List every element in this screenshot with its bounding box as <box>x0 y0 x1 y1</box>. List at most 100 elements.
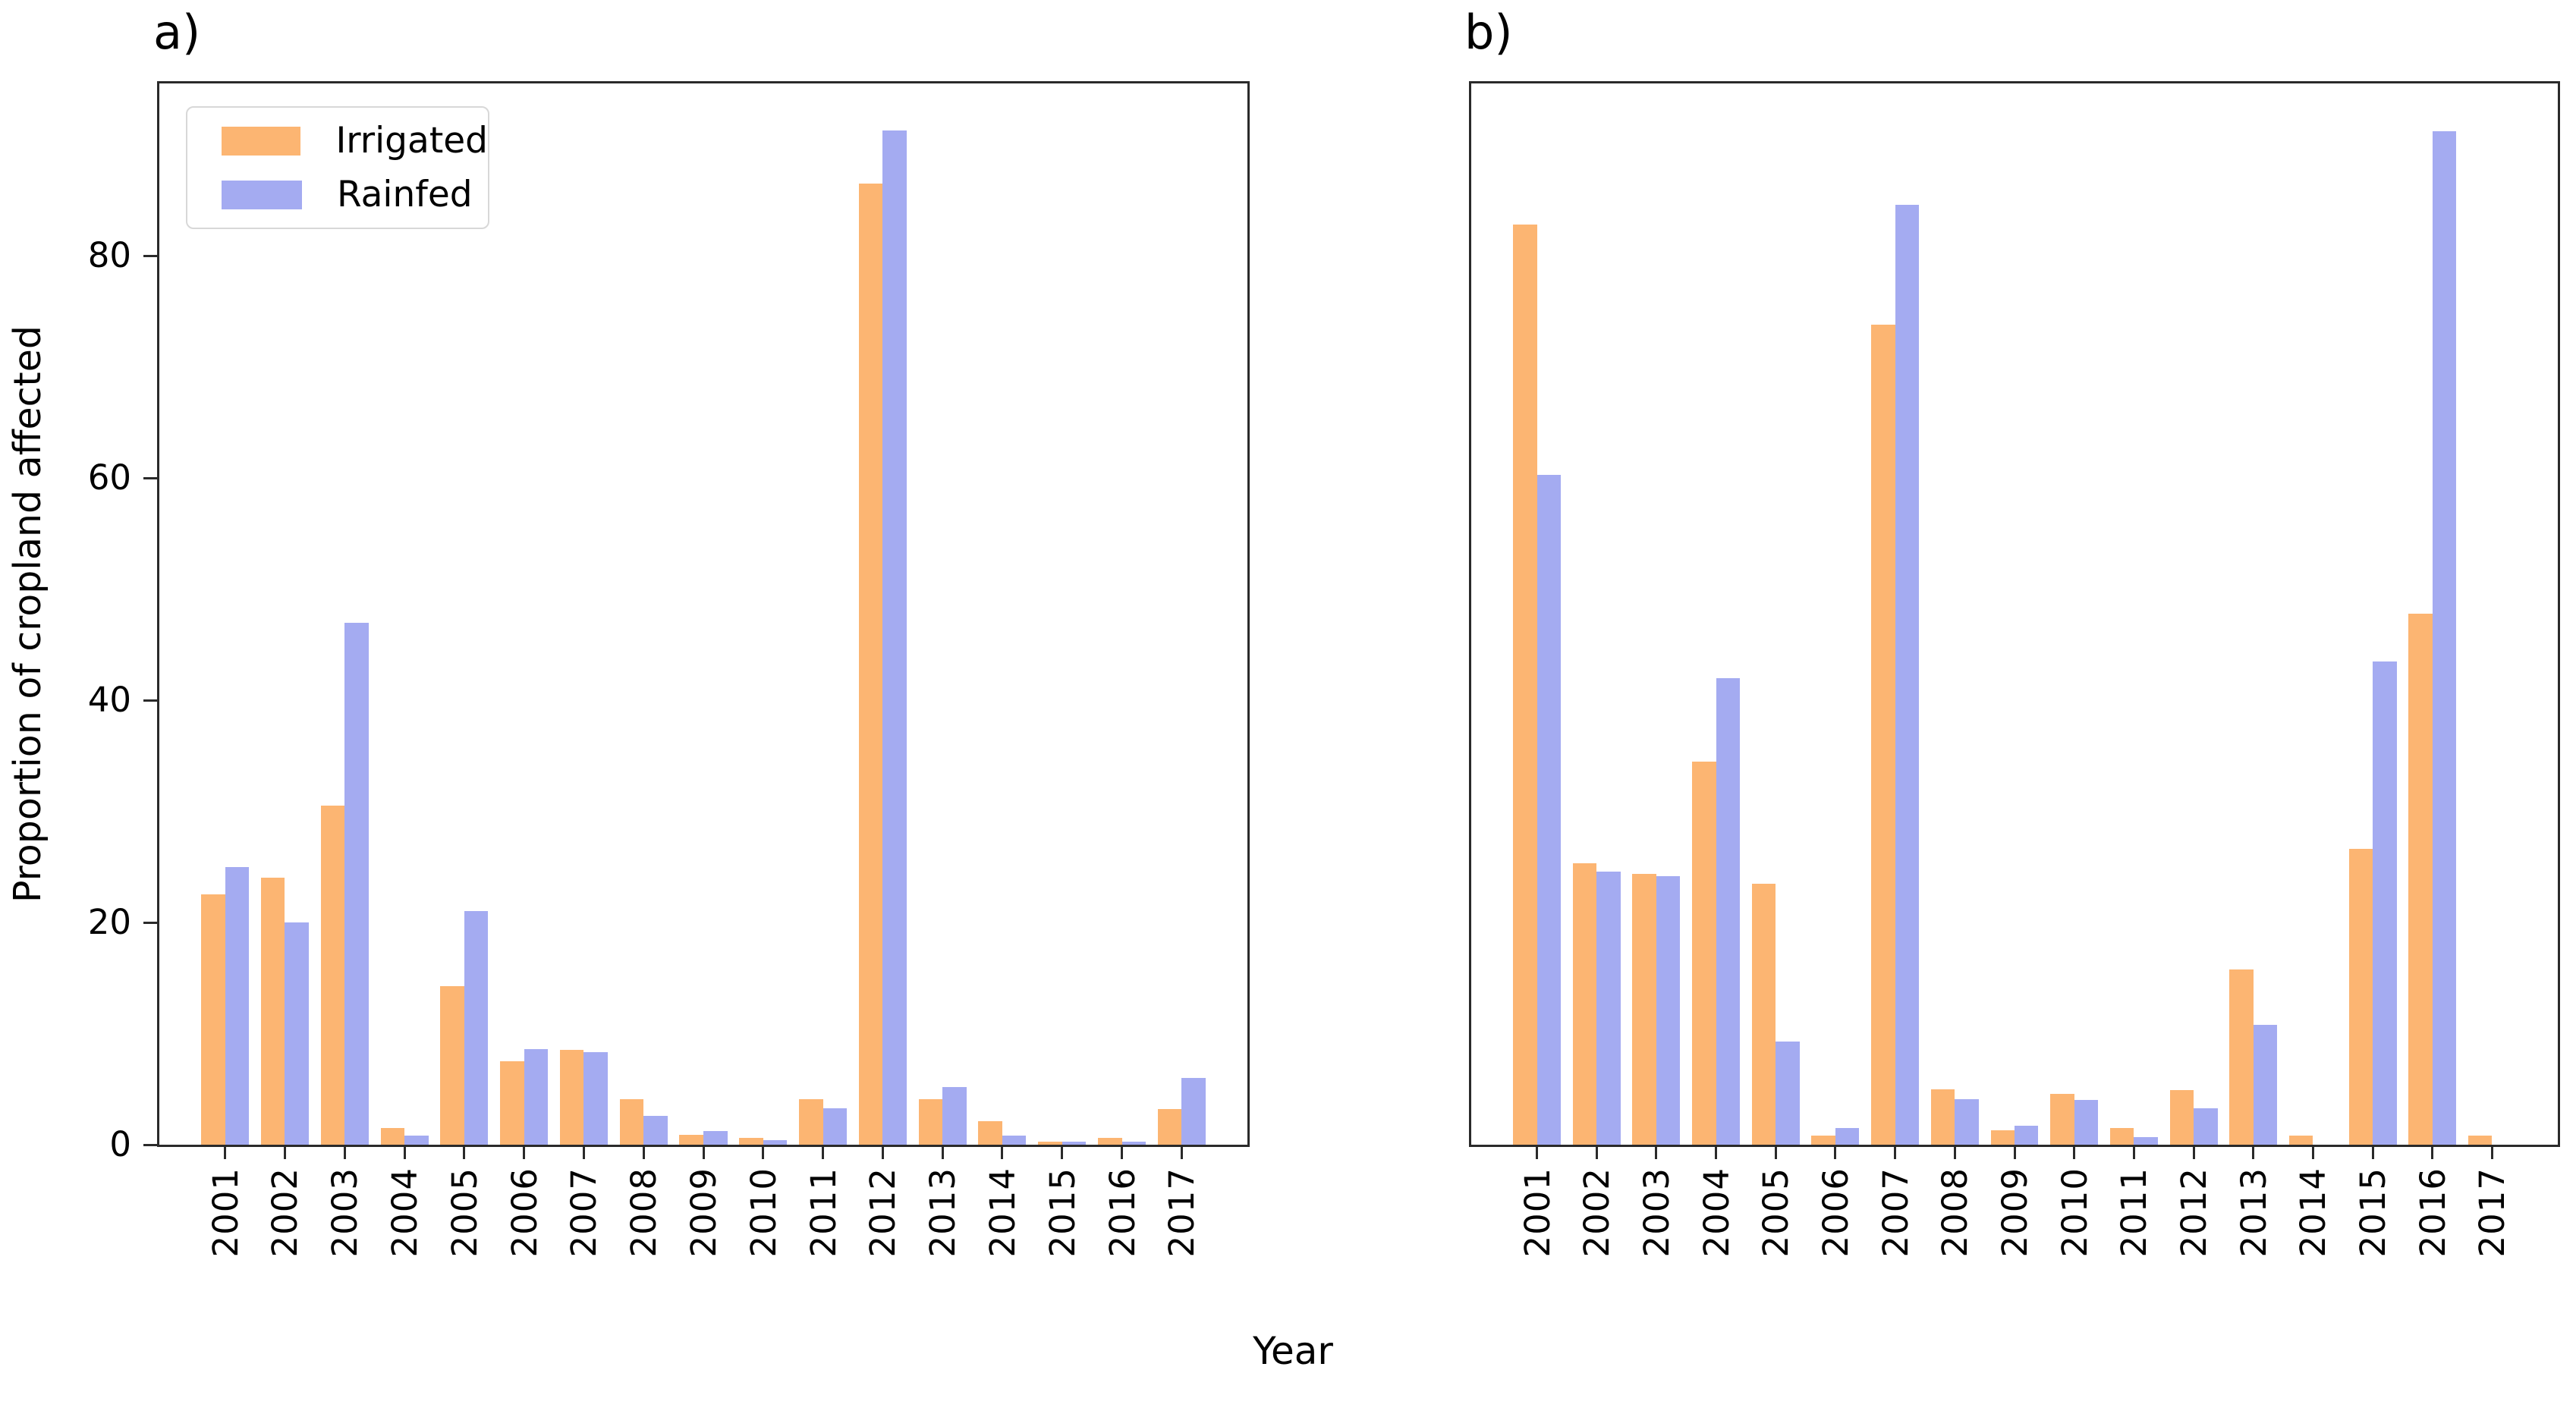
x-tick-2002 <box>283 1145 286 1159</box>
x-tick-label-2005: 2005 <box>444 1167 485 1258</box>
bar-rainfed-2007 <box>1895 204 1920 1145</box>
y-tick-label-20: 20 <box>87 902 131 943</box>
bar-rainfed-2010 <box>2074 1100 2099 1145</box>
bar-irrigated-2003 <box>1632 873 1656 1145</box>
bar-rainfed-2009 <box>703 1131 728 1145</box>
bar-irrigated-2005 <box>440 985 464 1145</box>
x-tick-2015 <box>1061 1145 1064 1159</box>
x-tick-2004 <box>1715 1145 1718 1159</box>
bar-rainfed-2012 <box>2194 1108 2218 1145</box>
x-tick-2005 <box>1774 1145 1777 1159</box>
y-tick-label-40: 40 <box>87 680 131 721</box>
bar-irrigated-2008 <box>619 1098 644 1145</box>
bar-rainfed-2002 <box>285 922 309 1145</box>
x-tick-2003 <box>343 1145 346 1159</box>
bar-irrigated-2010 <box>739 1138 763 1145</box>
bar-irrigated-2006 <box>500 1061 524 1145</box>
x-tick-2014 <box>2311 1145 2314 1159</box>
x-tick-label-2007: 2007 <box>564 1167 605 1258</box>
x-tick-label-2006: 2006 <box>1815 1167 1856 1258</box>
y-tick-80 <box>143 254 157 257</box>
x-tick-label-2014: 2014 <box>2293 1167 2334 1258</box>
x-tick-2004 <box>403 1145 406 1159</box>
panel-a-label: a) <box>153 5 201 60</box>
x-tick-label-2006: 2006 <box>504 1167 545 1258</box>
bar-rainfed-2012 <box>882 130 907 1145</box>
x-tick-label-2005: 2005 <box>1756 1167 1797 1258</box>
bar-rainfed-2008 <box>643 1115 668 1145</box>
bar-irrigated-2012 <box>2169 1090 2194 1145</box>
bar-irrigated-2004 <box>1692 761 1716 1145</box>
legend-label-rainfed: Rainfed <box>337 174 473 215</box>
panel-b-plot: 2001 2002 2003 2004 2005 2006 2007 2008 2009 2010… <box>1469 81 2560 1258</box>
x-tick-label-2007: 2007 <box>1875 1167 1916 1258</box>
x-tick-label-2012: 2012 <box>863 1167 904 1258</box>
x-tick-label-2013: 2013 <box>923 1167 964 1258</box>
x-tick-2010 <box>2073 1145 2076 1159</box>
bar-irrigated-2013 <box>918 1098 943 1145</box>
legend-swatch-rainfed <box>222 180 302 209</box>
x-tick-2007 <box>582 1145 585 1159</box>
y-tick-label-0: 0 <box>109 1124 131 1164</box>
y-tick-20 <box>143 921 157 924</box>
legend: Irrigated Rainfed <box>186 106 489 229</box>
x-tick-label-2011: 2011 <box>803 1167 844 1258</box>
x-tick-label-2008: 2008 <box>624 1167 665 1258</box>
x-tick-label-2002: 2002 <box>1577 1167 1618 1258</box>
x-tick-2009 <box>702 1145 705 1159</box>
bar-rainfed-2014 <box>1002 1136 1027 1145</box>
bar-irrigated-2004 <box>380 1128 405 1145</box>
bar-rainfed-2005 <box>464 911 489 1145</box>
bar-irrigated-2015 <box>1038 1141 1062 1145</box>
x-tick-2002 <box>1595 1145 1598 1159</box>
x-tick-2014 <box>1001 1145 1004 1159</box>
bar-irrigated-2014 <box>2288 1136 2313 1145</box>
x-tick-label-2010: 2010 <box>2054 1167 2095 1258</box>
x-tick-2012 <box>2192 1145 2195 1159</box>
x-tick-2006 <box>1834 1145 1837 1159</box>
x-tick-label-2015: 2015 <box>1042 1167 1083 1258</box>
x-tick-label-2001: 2001 <box>205 1167 246 1258</box>
bar-irrigated-2001 <box>201 894 225 1145</box>
x-tick-label-2004: 2004 <box>1696 1167 1737 1258</box>
x-tick-label-2004: 2004 <box>385 1167 426 1258</box>
x-tick-2005 <box>463 1145 466 1159</box>
y-tick-label-60: 60 <box>87 457 131 498</box>
bar-irrigated-2015 <box>2348 849 2373 1145</box>
bar-rainfed-2015 <box>2373 661 2397 1145</box>
bar-rainfed-2011 <box>822 1108 848 1145</box>
x-tick-2011 <box>2132 1145 2135 1159</box>
x-tick-label-2009: 2009 <box>684 1167 724 1258</box>
bar-rainfed-2017 <box>1181 1078 1206 1145</box>
bar-rainfed-2011 <box>2134 1136 2158 1145</box>
x-tick-label-2015: 2015 <box>2353 1167 2394 1258</box>
x-tick-2017 <box>2490 1145 2493 1159</box>
bar-irrigated-2017 <box>2467 1136 2493 1145</box>
bar-irrigated-2009 <box>679 1134 703 1145</box>
x-tick-label-2003: 2003 <box>325 1167 366 1258</box>
bar-rainfed-2015 <box>1062 1141 1087 1145</box>
x-tick-2016 <box>2431 1145 2434 1159</box>
bar-rainfed-2005 <box>1776 1041 1800 1145</box>
bar-rainfed-2006 <box>524 1049 549 1145</box>
x-tick-label-2013: 2013 <box>2233 1167 2274 1258</box>
bar-rainfed-2009 <box>2015 1126 2039 1145</box>
legend-row-irrigated: Irrigated <box>222 120 488 162</box>
bar-rainfed-2010 <box>763 1140 788 1145</box>
x-tick-2001 <box>224 1145 227 1159</box>
bar-rainfed-2013 <box>2253 1024 2278 1145</box>
x-tick-label-2008: 2008 <box>1935 1167 1976 1258</box>
legend-row-rainfed: Rainfed <box>222 174 488 215</box>
bar-irrigated-2016 <box>1098 1138 1122 1145</box>
bar-irrigated-2016 <box>2408 613 2433 1145</box>
bar-irrigated-2007 <box>559 1050 584 1145</box>
x-tick-2010 <box>762 1145 765 1159</box>
bar-rainfed-2003 <box>1656 875 1681 1145</box>
bar-irrigated-2008 <box>1930 1089 1955 1145</box>
x-tick-2016 <box>1121 1145 1124 1159</box>
x-tick-2017 <box>1180 1145 1183 1159</box>
x-tick-2008 <box>642 1145 645 1159</box>
y-tick-label-80: 80 <box>87 235 131 276</box>
bar-irrigated-2009 <box>1990 1130 2015 1145</box>
bar-rainfed-2008 <box>1955 1098 1979 1145</box>
